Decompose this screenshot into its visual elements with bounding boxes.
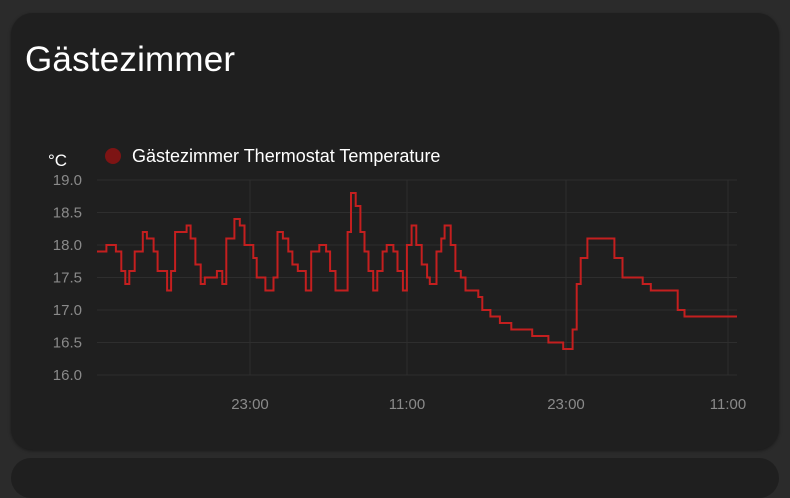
x-tick-label: 23:00	[231, 396, 269, 413]
y-tick-label: 16.0	[53, 367, 82, 384]
y-tick-label: 19.0	[53, 172, 82, 189]
y-axis-unit: °C	[48, 151, 67, 170]
y-tick-label: 18.5	[53, 205, 82, 222]
x-axis: 23:00 11:00 23:00 11:00	[231, 396, 746, 413]
legend-series-dot-icon	[105, 148, 121, 164]
x-tick-label: 11:00	[389, 396, 425, 413]
legend-series-label[interactable]: Gästezimmer Thermostat Temperature	[132, 146, 440, 166]
y-axis: 19.0 18.5 18.0 17.5 17.0 16.5 16.0	[53, 172, 82, 384]
series-layer	[97, 192, 737, 350]
y-tick-label: 17.0	[53, 302, 82, 319]
y-tick-label: 17.5	[53, 270, 82, 287]
x-tick-label: 11:00	[710, 396, 746, 413]
card-title: Gästezimmer	[25, 40, 236, 79]
y-tick-label: 16.5	[53, 335, 82, 352]
x-tick-label: 23:00	[547, 396, 585, 413]
legend[interactable]: Gästezimmer Thermostat Temperature	[105, 146, 440, 166]
y-tick-label: 18.0	[53, 237, 82, 254]
series-line-thermostat-temperature[interactable]	[97, 192, 737, 350]
thermostat-history-card	[11, 13, 779, 450]
temperature-chart[interactable]: 19.018.518.017.517.016.516.0 23:00 11:00 2…	[0, 0, 790, 467]
